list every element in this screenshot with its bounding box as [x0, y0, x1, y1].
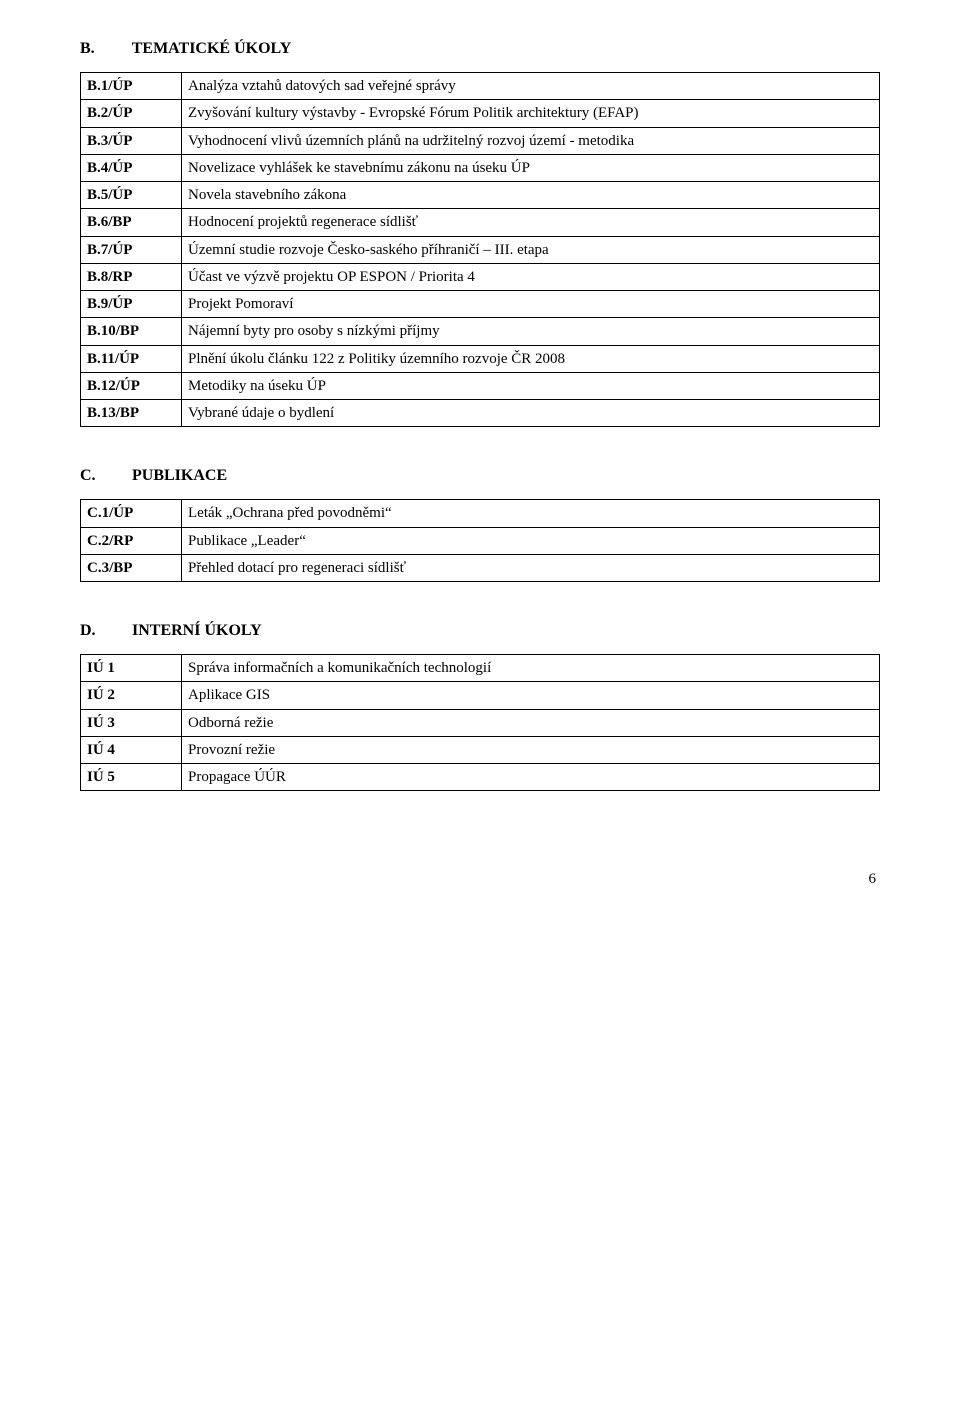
row-text: Územní studie rozvoje Česko-saského příh…	[182, 236, 880, 263]
row-text: Nájemní byty pro osoby s nízkými příjmy	[182, 318, 880, 345]
section-d-title: INTERNÍ ÚKOLY	[132, 622, 262, 639]
table-row: C.1/ÚPLeták „Ochrana před povodněmi“	[81, 500, 880, 527]
row-code: C.1/ÚP	[81, 500, 182, 527]
table-row: IÚ 4Provozní režie	[81, 736, 880, 763]
section-b-table: B.1/ÚPAnalýza vztahů datových sad veřejn…	[80, 72, 880, 427]
table-row: B.8/RPÚčast ve výzvě projektu OP ESPON /…	[81, 263, 880, 290]
table-row: B.13/BPVybrané údaje o bydlení	[81, 400, 880, 427]
table-row: IÚ 2Aplikace GIS	[81, 682, 880, 709]
table-row: B.3/ÚPVyhodnocení vlivů územních plánů n…	[81, 127, 880, 154]
row-code: B.9/ÚP	[81, 291, 182, 318]
row-text: Projekt Pomoraví	[182, 291, 880, 318]
table-row: C.2/RPPublikace „Leader“	[81, 527, 880, 554]
section-c-table: C.1/ÚPLeták „Ochrana před povodněmi“ C.2…	[80, 499, 880, 582]
table-row: IÚ 5Propagace ÚÚR	[81, 764, 880, 791]
row-text: Správa informačních a komunikačních tech…	[182, 655, 880, 682]
section-b-heading: B. TEMATICKÉ ÚKOLY	[80, 40, 880, 58]
row-code: B.8/RP	[81, 263, 182, 290]
row-text: Hodnocení projektů regenerace sídlišť	[182, 209, 880, 236]
section-c-letter: C.	[80, 467, 128, 485]
table-row: B.4/ÚPNovelizace vyhlášek ke stavebnímu …	[81, 154, 880, 181]
row-code: B.1/ÚP	[81, 73, 182, 100]
section-c-title: PUBLIKACE	[132, 467, 227, 484]
table-row: B.5/ÚPNovela stavebního zákona	[81, 182, 880, 209]
row-code: B.13/BP	[81, 400, 182, 427]
row-text: Leták „Ochrana před povodněmi“	[182, 500, 880, 527]
section-d-table: IÚ 1Správa informačních a komunikačních …	[80, 654, 880, 791]
table-row: C.3/BPPřehled dotací pro regeneraci sídl…	[81, 554, 880, 581]
row-code: B.7/ÚP	[81, 236, 182, 263]
row-text: Zvyšování kultury výstavby - Evropské Fó…	[182, 100, 880, 127]
row-code: B.10/BP	[81, 318, 182, 345]
row-text: Publikace „Leader“	[182, 527, 880, 554]
section-d-letter: D.	[80, 622, 128, 640]
row-text: Novelizace vyhlášek ke stavebnímu zákonu…	[182, 154, 880, 181]
table-row: B.11/ÚPPlnění úkolu článku 122 z Politik…	[81, 345, 880, 372]
row-text: Účast ve výzvě projektu OP ESPON / Prior…	[182, 263, 880, 290]
table-row: B.6/BPHodnocení projektů regenerace sídl…	[81, 209, 880, 236]
row-code: C.3/BP	[81, 554, 182, 581]
section-c-heading: C. PUBLIKACE	[80, 467, 880, 485]
row-text: Propagace ÚÚR	[182, 764, 880, 791]
row-code: B.5/ÚP	[81, 182, 182, 209]
row-code: B.3/ÚP	[81, 127, 182, 154]
row-text: Vyhodnocení vlivů územních plánů na udrž…	[182, 127, 880, 154]
row-code: IÚ 4	[81, 736, 182, 763]
row-code: B.4/ÚP	[81, 154, 182, 181]
row-code: B.6/BP	[81, 209, 182, 236]
row-text: Odborná režie	[182, 709, 880, 736]
table-row: B.9/ÚPProjekt Pomoraví	[81, 291, 880, 318]
row-text: Analýza vztahů datových sad veřejné sprá…	[182, 73, 880, 100]
row-code: IÚ 5	[81, 764, 182, 791]
table-row: IÚ 3Odborná režie	[81, 709, 880, 736]
table-row: B.7/ÚPÚzemní studie rozvoje Česko-saskéh…	[81, 236, 880, 263]
table-row: IÚ 1Správa informačních a komunikačních …	[81, 655, 880, 682]
page-number: 6	[80, 871, 880, 888]
section-d-heading: D. INTERNÍ ÚKOLY	[80, 622, 880, 640]
row-text: Plnění úkolu článku 122 z Politiky územn…	[182, 345, 880, 372]
table-row: B.10/BPNájemní byty pro osoby s nízkými …	[81, 318, 880, 345]
row-code: B.2/ÚP	[81, 100, 182, 127]
row-text: Aplikace GIS	[182, 682, 880, 709]
row-code: IÚ 1	[81, 655, 182, 682]
row-text: Vybrané údaje o bydlení	[182, 400, 880, 427]
table-row: B.12/ÚPMetodiky na úseku ÚP	[81, 372, 880, 399]
row-text: Provozní režie	[182, 736, 880, 763]
row-code: IÚ 2	[81, 682, 182, 709]
row-code: IÚ 3	[81, 709, 182, 736]
table-row: B.1/ÚPAnalýza vztahů datových sad veřejn…	[81, 73, 880, 100]
row-text: Přehled dotací pro regeneraci sídlišť	[182, 554, 880, 581]
section-b-letter: B.	[80, 40, 128, 58]
row-code: B.11/ÚP	[81, 345, 182, 372]
row-text: Metodiky na úseku ÚP	[182, 372, 880, 399]
table-row: B.2/ÚPZvyšování kultury výstavby - Evrop…	[81, 100, 880, 127]
row-code: C.2/RP	[81, 527, 182, 554]
row-code: B.12/ÚP	[81, 372, 182, 399]
section-b-title: TEMATICKÉ ÚKOLY	[132, 40, 292, 57]
row-text: Novela stavebního zákona	[182, 182, 880, 209]
